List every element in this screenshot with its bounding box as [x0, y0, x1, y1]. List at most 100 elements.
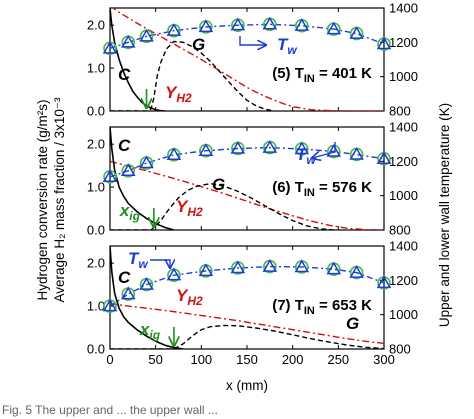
upper-wall-temp-point [376, 151, 392, 165]
y-left-tick-label: 2.0 [87, 137, 105, 152]
x-tick-label: 250 [327, 352, 349, 367]
upper-wall-temp-point [326, 144, 342, 157]
upper-wall-temp-point [262, 16, 278, 30]
left-axis-label-line1: Hydrogen conversion rate (g/m²s) [35, 99, 50, 300]
x-tick-label: 200 [282, 352, 304, 367]
upper-wall-temp-point [376, 275, 392, 289]
series-wall-temperature-line [110, 146, 384, 178]
upper-wall-temp-point [166, 23, 182, 36]
upper-wall-temp-point [230, 17, 246, 31]
upper-wall-temp-point [262, 140, 278, 153]
upper-wall-temp-point [294, 259, 310, 273]
annotation-Tw: Tw [128, 249, 148, 271]
annotation-x-ig: xig [139, 320, 161, 342]
annotation-C: C [118, 268, 131, 287]
upper-wall-temp-point [294, 18, 310, 31]
annotation-Tw: Tw [277, 35, 297, 57]
upper-wall-temp-point [376, 36, 392, 50]
upper-wall-temp-point [294, 141, 310, 155]
upper-wall-temp-point [198, 19, 214, 33]
upper-wall-temp-point [139, 155, 154, 169]
annotation-Y-H2: YH2 [176, 286, 203, 308]
upper-wall-temp-point [120, 163, 136, 177]
panel-7: 0 50 100 150 200 250 300 0.0 1.0 2.0 800 1000 1200 14… [87, 239, 418, 368]
annotation-G: G [192, 35, 205, 54]
annotation-Y-H2: YH2 [165, 83, 192, 105]
upper-wall-temp-point [262, 259, 278, 272]
figure-caption: Fig. 5 The upper and ... the upper wall … [2, 403, 218, 417]
x-tick-label: 0 [106, 352, 113, 367]
x-tick-label: 150 [236, 352, 258, 367]
upper-wall-temp-point [230, 140, 246, 154]
upper-wall-temp-point [139, 277, 154, 290]
y-left-tick-label: 1.0 [87, 299, 105, 314]
annotation-Tw: Tw [296, 145, 316, 167]
upper-wall-temp-point [139, 28, 154, 42]
y-left-tick-label: 1.0 [87, 61, 105, 76]
panel-6: 0.0 1.0 2.0 800 1000 1200 1400 C G YH2 Tw xig (6) TI… [87, 120, 418, 238]
upper-wall-temp-point [102, 169, 118, 183]
upper-wall-temp-point [166, 267, 182, 281]
y-right-tick-label: 1200 [389, 154, 418, 169]
y-right-tick-label: 1000 [389, 188, 418, 203]
y-right-tick-label: 1400 [389, 239, 418, 254]
series-mass-fraction [111, 8, 384, 111]
series-G [110, 40, 275, 111]
series-conversion-rate [110, 246, 184, 349]
panel-5: 0.0 1.0 2.0 800 1000 1200 1400 C G YH2 Tw (5) TIN =… [87, 1, 418, 119]
series-G [110, 324, 384, 349]
right-axis-label: Upper and lower wall temperature (K) [437, 103, 452, 327]
annotation-Tw-arrow [312, 142, 336, 158]
y-left-tick-label: 0.0 [87, 342, 105, 357]
left-axis-label: Hydrogen conversion rate (g/m²s) Average… [35, 97, 67, 302]
upper-wall-temp-point [326, 261, 342, 275]
annotation-Tw-arrow [239, 36, 266, 45]
plot-frame [109, 7, 385, 112]
x-tick-label: 50 [148, 352, 162, 367]
upper-wall-temp-point [326, 21, 342, 35]
annotation-C: C [118, 65, 131, 84]
annotation-Y-H2: YH2 [176, 197, 203, 219]
y-right-tick-label: 1400 [389, 1, 418, 16]
y-right-tick-label: 800 [389, 223, 411, 238]
left-axis-label-line2: Average H₂ mass fraction / 3x10⁻³ [52, 97, 67, 302]
y-left-tick-label: 2.0 [87, 18, 105, 33]
series-mass-fraction [110, 160, 384, 230]
plot-area [110, 8, 384, 111]
y-right-tick-label: 800 [389, 104, 411, 119]
y-left-tick-label: 0.0 [87, 223, 105, 238]
series-wall-temperature-line [110, 265, 384, 307]
x-tick-label: 100 [190, 352, 212, 367]
annotation-Tw-arrow [150, 260, 170, 268]
y-right-tick-label: 1200 [389, 35, 418, 50]
y-right-tick-label: 800 [389, 342, 411, 357]
y-right-tick-label: 1000 [389, 307, 418, 322]
upper-wall-temp-point [166, 147, 182, 161]
y-left-tick-label: 2.0 [87, 256, 105, 271]
annotation-x-ig: xig [119, 201, 141, 223]
upper-wall-temp-point [198, 143, 214, 156]
plot-area [110, 246, 384, 349]
upper-wall-temp-point [349, 26, 364, 39]
upper-wall-temp-point [102, 40, 118, 54]
annotation-G: G [212, 175, 225, 194]
y-right-tick-label: 1200 [389, 273, 418, 288]
upper-wall-temp-point [349, 265, 364, 278]
annotation-G: G [346, 314, 359, 333]
upper-wall-temp-point [230, 260, 246, 274]
upper-wall-temp-point [120, 286, 136, 300]
upper-wall-temp-point [120, 34, 136, 48]
y-right-tick-label: 1000 [389, 69, 418, 84]
upper-wall-temp-point [349, 146, 364, 160]
upper-wall-temp-point [102, 298, 118, 312]
upper-wall-temp-point [198, 263, 214, 277]
y-right-tick-label: 1400 [389, 120, 418, 135]
panel-case-label: (6) TIN = 576 K [272, 179, 372, 199]
annotation-C: C [118, 136, 131, 155]
y-left-tick-label: 1.0 [87, 180, 105, 195]
series-mass-fraction [110, 303, 384, 345]
panel-case-label: (7) TIN = 653 K [272, 297, 372, 317]
panel-case-label: (5) TIN = 401 K [272, 65, 372, 85]
